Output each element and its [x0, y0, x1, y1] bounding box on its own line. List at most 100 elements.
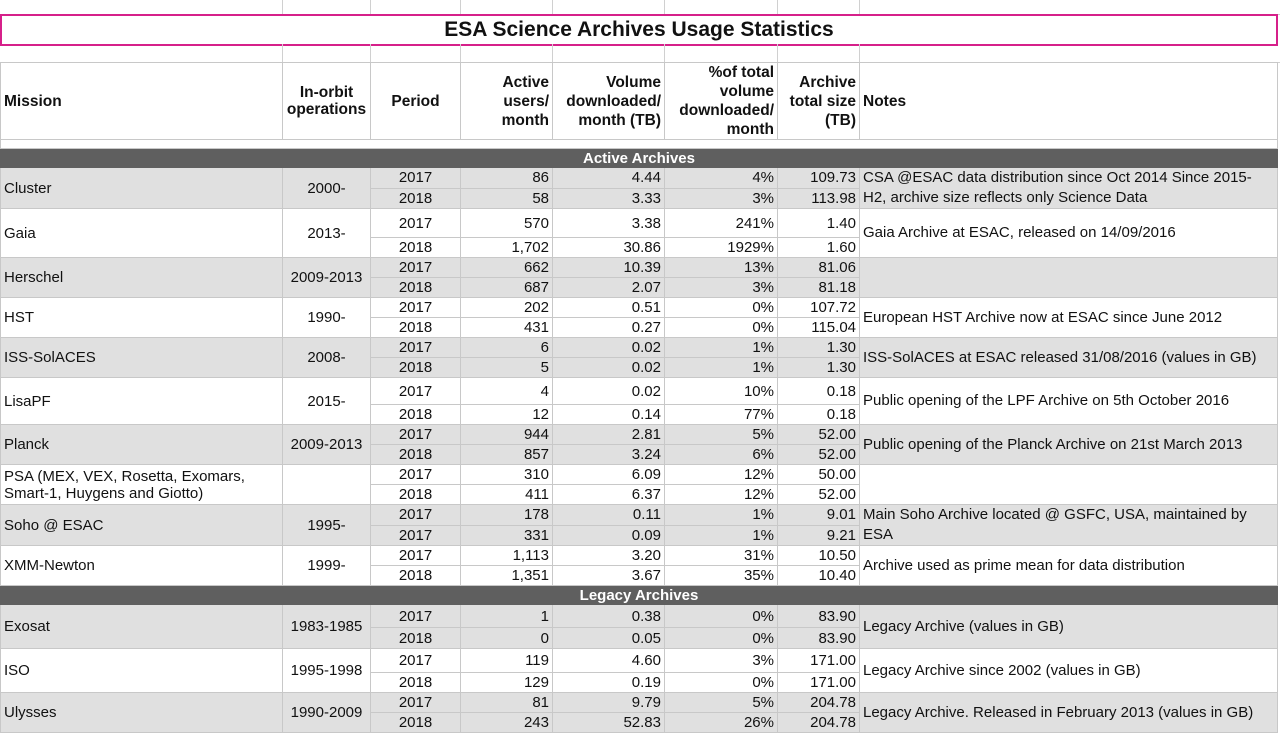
volume-cell[interactable]: 6.37	[552, 484, 665, 505]
volume-cell[interactable]: 0.09	[552, 524, 665, 546]
mission-cell[interactable]: ISO	[0, 648, 283, 693]
period-cell[interactable]: 2017	[370, 257, 461, 278]
pct-cell[interactable]: 12%	[664, 464, 778, 485]
volume-cell[interactable]: 3.33	[552, 187, 665, 209]
pct-cell[interactable]: 26%	[664, 712, 778, 733]
users-cell[interactable]: 81	[460, 692, 553, 713]
pct-cell[interactable]: 1%	[664, 524, 778, 546]
notes-cell[interactable]: Legacy Archive. Released in February 201…	[859, 692, 1278, 733]
mission-cell[interactable]: ISS-SolACES	[0, 337, 283, 378]
volume-cell[interactable]: 0.02	[552, 337, 665, 358]
notes-cell[interactable]: CSA @ESAC data distribution since Oct 20…	[859, 167, 1278, 209]
mission-cell[interactable]: Gaia	[0, 208, 283, 258]
users-cell[interactable]: 944	[460, 424, 553, 445]
notes-cell[interactable]	[859, 257, 1278, 298]
pct-cell[interactable]: 1929%	[664, 237, 778, 258]
operations-cell[interactable]: 2013-	[282, 208, 371, 258]
operations-cell[interactable]: 1990-	[282, 297, 371, 338]
section-label[interactable]: Legacy Archives	[0, 585, 1278, 605]
mission-cell[interactable]: LisaPF	[0, 377, 283, 425]
period-cell[interactable]: 2018	[370, 357, 461, 378]
operations-cell[interactable]	[282, 464, 371, 505]
size-cell[interactable]: 113.98	[777, 187, 860, 209]
period-cell[interactable]: 2018	[370, 404, 461, 425]
size-cell[interactable]: 52.00	[777, 484, 860, 505]
size-cell[interactable]: 83.90	[777, 627, 860, 649]
operations-cell[interactable]: 2008-	[282, 337, 371, 378]
volume-cell[interactable]: 3.67	[552, 565, 665, 586]
volume-cell[interactable]: 3.20	[552, 545, 665, 566]
period-cell[interactable]: 2017	[370, 424, 461, 445]
volume-cell[interactable]: 0.19	[552, 672, 665, 693]
mission-cell[interactable]: PSA (MEX, VEX, Rosetta, Exomars, Smart-1…	[0, 464, 283, 505]
volume-cell[interactable]: 0.27	[552, 317, 665, 338]
pct-cell[interactable]: 0%	[664, 317, 778, 338]
header-notes[interactable]: Notes	[859, 62, 1278, 140]
period-cell[interactable]: 2018	[370, 317, 461, 338]
size-cell[interactable]: 81.06	[777, 257, 860, 278]
size-cell[interactable]: 0.18	[777, 404, 860, 425]
period-cell[interactable]: 2018	[370, 565, 461, 586]
size-cell[interactable]: 9.01	[777, 504, 860, 526]
notes-cell[interactable]: Archive used as prime mean for data dist…	[859, 545, 1278, 586]
users-cell[interactable]: 310	[460, 464, 553, 485]
period-cell[interactable]: 2018	[370, 712, 461, 733]
notes-cell[interactable]: Gaia Archive at ESAC, released on 14/09/…	[859, 208, 1278, 258]
volume-cell[interactable]: 0.02	[552, 357, 665, 378]
volume-cell[interactable]: 2.81	[552, 424, 665, 445]
pct-cell[interactable]: 6%	[664, 444, 778, 465]
pct-cell[interactable]: 241%	[664, 208, 778, 238]
period-cell[interactable]: 2018	[370, 484, 461, 505]
period-cell[interactable]: 2017	[370, 545, 461, 566]
volume-cell[interactable]: 0.11	[552, 504, 665, 526]
size-cell[interactable]: 171.00	[777, 648, 860, 673]
pct-cell[interactable]: 35%	[664, 565, 778, 586]
volume-cell[interactable]: 0.51	[552, 297, 665, 318]
notes-cell[interactable]: Public opening of the Planck Archive on …	[859, 424, 1278, 465]
volume-cell[interactable]: 4.60	[552, 648, 665, 673]
size-cell[interactable]: 0.18	[777, 377, 860, 405]
size-cell[interactable]: 115.04	[777, 317, 860, 338]
users-cell[interactable]: 411	[460, 484, 553, 505]
size-cell[interactable]: 83.90	[777, 604, 860, 628]
pct-cell[interactable]: 3%	[664, 187, 778, 209]
pct-cell[interactable]: 0%	[664, 297, 778, 318]
period-cell[interactable]: 2018	[370, 672, 461, 693]
size-cell[interactable]: 1.60	[777, 237, 860, 258]
notes-cell[interactable]	[859, 464, 1278, 505]
users-cell[interactable]: 202	[460, 297, 553, 318]
users-cell[interactable]: 570	[460, 208, 553, 238]
period-cell[interactable]: 2018	[370, 187, 461, 209]
header-users[interactable]: Active users/ month	[460, 62, 553, 140]
size-cell[interactable]: 109.73	[777, 167, 860, 189]
size-cell[interactable]: 52.00	[777, 444, 860, 465]
operations-cell[interactable]: 2009-2013	[282, 257, 371, 298]
users-cell[interactable]: 857	[460, 444, 553, 465]
operations-cell[interactable]: 2009-2013	[282, 424, 371, 465]
volume-cell[interactable]: 3.24	[552, 444, 665, 465]
pct-cell[interactable]: 0%	[664, 672, 778, 693]
volume-cell[interactable]: 2.07	[552, 277, 665, 298]
period-cell[interactable]: 2017	[370, 297, 461, 318]
pct-cell[interactable]: 0%	[664, 604, 778, 628]
volume-cell[interactable]: 0.38	[552, 604, 665, 628]
users-cell[interactable]: 5	[460, 357, 553, 378]
pct-cell[interactable]: 77%	[664, 404, 778, 425]
users-cell[interactable]: 243	[460, 712, 553, 733]
mission-cell[interactable]: HST	[0, 297, 283, 338]
users-cell[interactable]: 178	[460, 504, 553, 526]
volume-cell[interactable]: 0.14	[552, 404, 665, 425]
volume-cell[interactable]: 3.38	[552, 208, 665, 238]
users-cell[interactable]: 12	[460, 404, 553, 425]
users-cell[interactable]: 119	[460, 648, 553, 673]
size-cell[interactable]: 1.40	[777, 208, 860, 238]
users-cell[interactable]: 687	[460, 277, 553, 298]
pct-cell[interactable]: 1%	[664, 357, 778, 378]
size-cell[interactable]: 50.00	[777, 464, 860, 485]
pct-cell[interactable]: 31%	[664, 545, 778, 566]
mission-cell[interactable]: Ulysses	[0, 692, 283, 733]
period-cell[interactable]: 2018	[370, 627, 461, 649]
header-operations[interactable]: In-orbit operations	[282, 62, 371, 140]
sheet-title[interactable]: ESA Science Archives Usage Statistics	[0, 14, 1278, 46]
users-cell[interactable]: 1,113	[460, 545, 553, 566]
